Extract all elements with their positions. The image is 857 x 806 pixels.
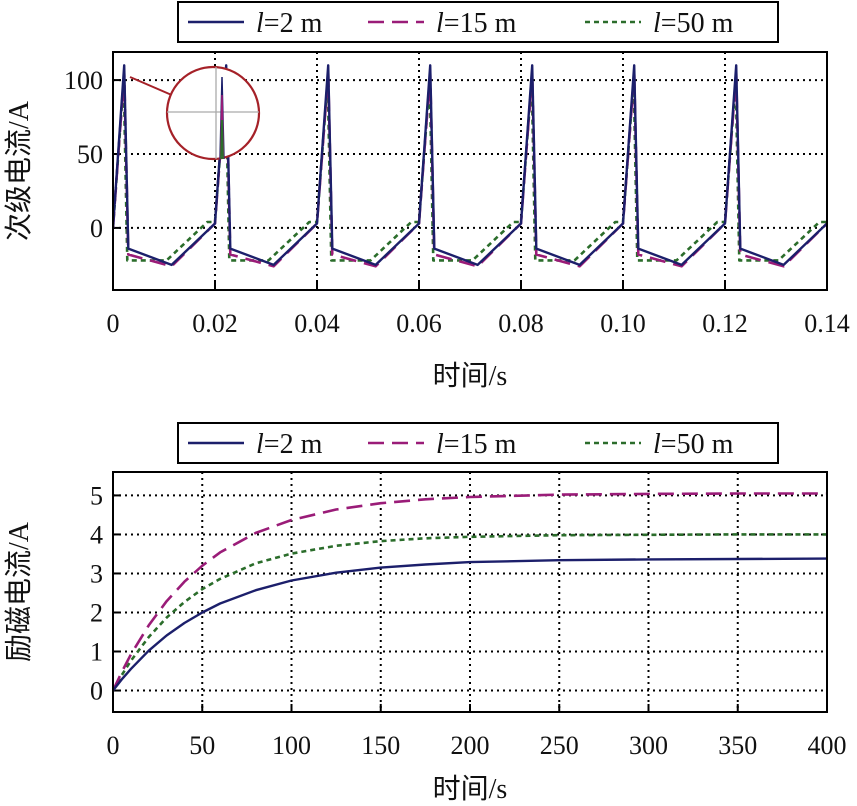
legend-item: l=15 m bbox=[368, 8, 517, 39]
x-tick-label: 300 bbox=[629, 731, 668, 760]
legend-label: l=15 m bbox=[436, 8, 517, 39]
y-axis-label: 励磁电流/A bbox=[3, 521, 35, 662]
y-tick-label: 50 bbox=[77, 140, 103, 169]
x-tick-label: 200 bbox=[451, 731, 490, 760]
plot-frame bbox=[112, 51, 828, 291]
legend-item: l=2 m bbox=[188, 8, 323, 39]
x-tick-label: 0.06 bbox=[396, 309, 442, 338]
x-axis-label: 时间/s bbox=[433, 360, 508, 392]
x-axis-label: 时间/s bbox=[433, 773, 508, 805]
legend: l=2 m l=15 m l=50 m bbox=[177, 1, 779, 43]
x-tick-label: 150 bbox=[361, 731, 400, 760]
x-tick-label: 350 bbox=[718, 731, 757, 760]
x-tick-label: 0 bbox=[107, 731, 120, 760]
legend-item: l=15 m bbox=[368, 429, 517, 460]
y-tick-label: 1 bbox=[90, 638, 103, 667]
x-tick-label: 0.10 bbox=[600, 309, 646, 338]
legend: l=2 m l=15 m l=50 m bbox=[177, 422, 779, 464]
x-tick-label: 0.14 bbox=[804, 309, 850, 338]
y-tick-label: 0 bbox=[90, 214, 103, 243]
y-tick-label: 0 bbox=[90, 677, 103, 706]
inset-circle bbox=[165, 65, 261, 161]
x-tick-label: 0.12 bbox=[702, 309, 748, 338]
legend-item: l=2 m bbox=[188, 429, 323, 460]
legend-box bbox=[177, 422, 779, 464]
y-tick-label: 5 bbox=[90, 481, 103, 510]
y-tick-label: 4 bbox=[90, 520, 103, 549]
y-tick-label: 3 bbox=[90, 559, 103, 588]
legend-box bbox=[177, 1, 779, 43]
x-tick-label: 0.08 bbox=[498, 309, 544, 338]
legend-label: l=50 m bbox=[653, 429, 734, 460]
x-tick-label: 0.02 bbox=[192, 309, 238, 338]
y-tick-label: 100 bbox=[64, 66, 103, 95]
series-line-l50mm bbox=[113, 533, 827, 692]
x-tick-label: 0.04 bbox=[294, 309, 340, 338]
inset-leader-line bbox=[129, 76, 175, 97]
plot-frame bbox=[112, 471, 828, 713]
x-tick-label: 250 bbox=[540, 731, 579, 760]
series-group bbox=[113, 492, 827, 692]
legend-item: l=50 m bbox=[585, 8, 734, 39]
series-line-l2mm bbox=[113, 557, 827, 692]
y-axis-label: 次级电流/A bbox=[3, 100, 35, 241]
y-tick-label: 2 bbox=[90, 598, 103, 627]
legend-label: l=2 m bbox=[256, 8, 323, 39]
zoom-inset bbox=[129, 65, 261, 161]
inset-spike-l50 bbox=[220, 119, 224, 160]
x-tick-label: 50 bbox=[189, 731, 215, 760]
series-line-l15mm bbox=[113, 492, 827, 692]
legend-label: l=2 m bbox=[256, 429, 323, 460]
x-tick-label: 0 bbox=[107, 309, 120, 338]
legend-label: l=50 m bbox=[653, 8, 734, 39]
chart2: 0 50 100 150 200 250 300 350 400 0 1 2 3 4 5 时间/s 励磁电流/A… bbox=[3, 422, 847, 805]
x-tick-label: 100 bbox=[272, 731, 311, 760]
legend-item: l=50 m bbox=[585, 429, 734, 460]
x-tick-label: 400 bbox=[808, 731, 847, 760]
chart1: 0 0.02 0.04 0.06 0.08 0.10 0.12 0.14 0 50 100 时间/s 次… bbox=[3, 1, 850, 392]
legend-label: l=15 m bbox=[436, 429, 517, 460]
